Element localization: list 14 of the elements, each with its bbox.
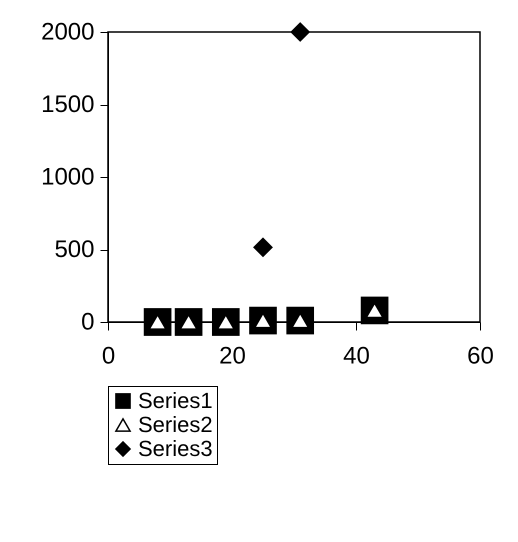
point (290, 22, 310, 42)
y-tick-label: 2000 (41, 18, 94, 46)
point (253, 238, 273, 258)
x-tick-label: 40 (343, 342, 370, 370)
y-tick-label: 1000 (41, 164, 94, 190)
y-tick-label: 1500 (41, 91, 94, 118)
x-tick-label: 20 (219, 342, 246, 370)
x-tick-label: 60 (467, 342, 494, 370)
y-tick-label: 500 (54, 236, 94, 263)
legend-label: Series1 (138, 388, 213, 413)
legend-label: Series2 (138, 412, 213, 437)
x-tick-label: 0 (102, 342, 116, 370)
legend-label: Series3 (138, 436, 213, 461)
y-tick-label: 0 (81, 308, 94, 336)
